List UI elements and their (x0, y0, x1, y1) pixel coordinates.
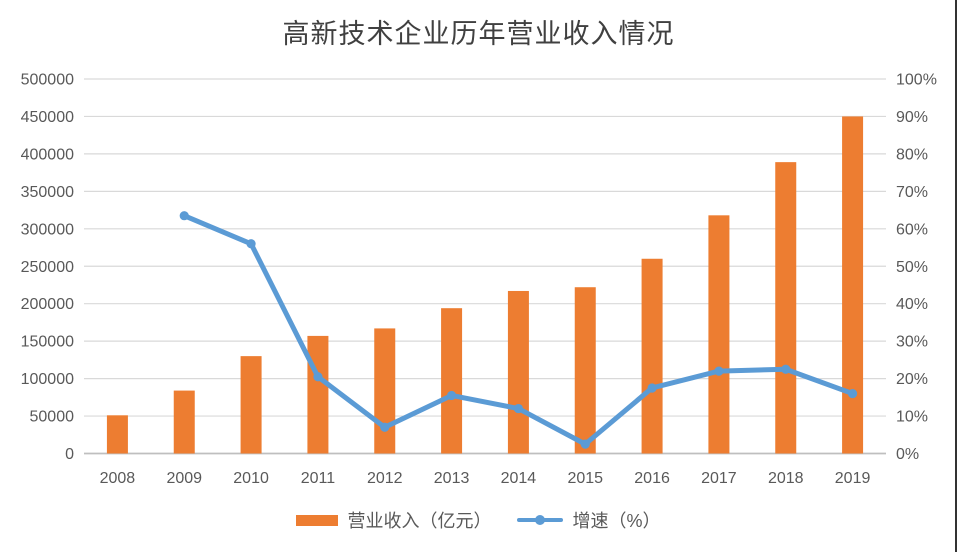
growth-point-2015 (580, 439, 590, 449)
bar-2015 (574, 287, 596, 454)
bar-2017 (708, 215, 730, 454)
x-tick-label-2013: 2013 (434, 470, 470, 487)
y-left-tick-label: 100000 (21, 371, 74, 388)
growth-point-2014 (513, 403, 524, 414)
y-left-tick-label: 50000 (30, 409, 75, 426)
legend-label-revenue: 营业收入（亿元） (347, 511, 492, 531)
growth-point-2017 (714, 366, 724, 376)
x-tick-label-2009: 2009 (166, 470, 202, 487)
bar-2012 (374, 328, 396, 454)
x-tick-label-2015: 2015 (567, 470, 603, 487)
y-right-tick-label: 10% (896, 409, 928, 426)
chart-legend: 营业收入（亿元） 增速（%） (0, 507, 957, 533)
y-right-tick-label: 0% (896, 446, 919, 463)
line-swatch-dot (535, 515, 546, 525)
x-tick-label-2017: 2017 (701, 470, 737, 487)
x-tick-label-2018: 2018 (768, 470, 804, 487)
legend-label-growth: 增速（%） (572, 511, 661, 531)
window-edge-line (955, 0, 957, 552)
y-left-tick-label: 300000 (21, 221, 74, 238)
bar-2014 (507, 290, 529, 454)
x-tick-label-2008: 2008 (100, 470, 136, 487)
y-right-tick-label: 20% (896, 371, 928, 388)
bar-2008 (106, 415, 128, 454)
y-left-tick-label: 500000 (21, 72, 74, 89)
y-right-tick-label: 60% (896, 221, 928, 238)
y-right-tick-label: 70% (896, 184, 928, 201)
bar-2016 (641, 258, 663, 454)
x-tick-label-2011: 2011 (301, 470, 336, 487)
legend-item-growth: 增速（%） (517, 507, 661, 533)
chart-title: 高新技术企业历年营业收入情况 (282, 19, 675, 49)
bar-2009 (173, 390, 195, 454)
x-tick-label-2016: 2016 (634, 470, 670, 487)
y-right-tick-label: 30% (896, 334, 928, 351)
legend-item-revenue: 营业收入（亿元） (296, 507, 491, 533)
y-left-tick-label: 250000 (21, 259, 74, 276)
y-left-tick-label: 400000 (21, 146, 74, 163)
bar-2019 (842, 116, 864, 454)
growth-point-2019 (847, 388, 858, 399)
bar-2013 (441, 308, 463, 454)
growth-point-2012 (380, 422, 390, 432)
growth-series-swatch (517, 515, 564, 525)
growth-point-2016 (647, 383, 657, 393)
growth-point-2009 (179, 211, 189, 221)
y-left-tick-label: 150000 (21, 334, 74, 351)
y-left-tick-label: 350000 (21, 184, 74, 201)
x-tick-label-2019: 2019 (835, 470, 871, 487)
y-right-tick-label: 90% (896, 109, 928, 126)
y-right-tick-label: 100% (896, 72, 937, 89)
growth-point-2010 (246, 239, 256, 249)
growth-point-2011 (313, 372, 323, 382)
x-tick-label-2012: 2012 (367, 470, 403, 487)
growth-point-2018 (781, 364, 791, 374)
bar-2010 (240, 356, 262, 454)
y-right-tick-label: 50% (896, 259, 928, 276)
y-left-tick-label: 450000 (21, 109, 74, 126)
y-right-tick-label: 40% (896, 296, 928, 313)
x-tick-label-2014: 2014 (501, 470, 537, 487)
growth-point-2013 (446, 390, 457, 401)
y-left-tick-label: 0 (65, 446, 74, 463)
x-tick-label-2010: 2010 (233, 470, 269, 487)
y-left-tick-label: 200000 (21, 296, 74, 313)
bar-2018 (775, 162, 797, 454)
revenue-series-swatch (296, 514, 339, 526)
y-right-tick-label: 80% (896, 146, 928, 163)
bar-2011 (307, 335, 329, 454)
